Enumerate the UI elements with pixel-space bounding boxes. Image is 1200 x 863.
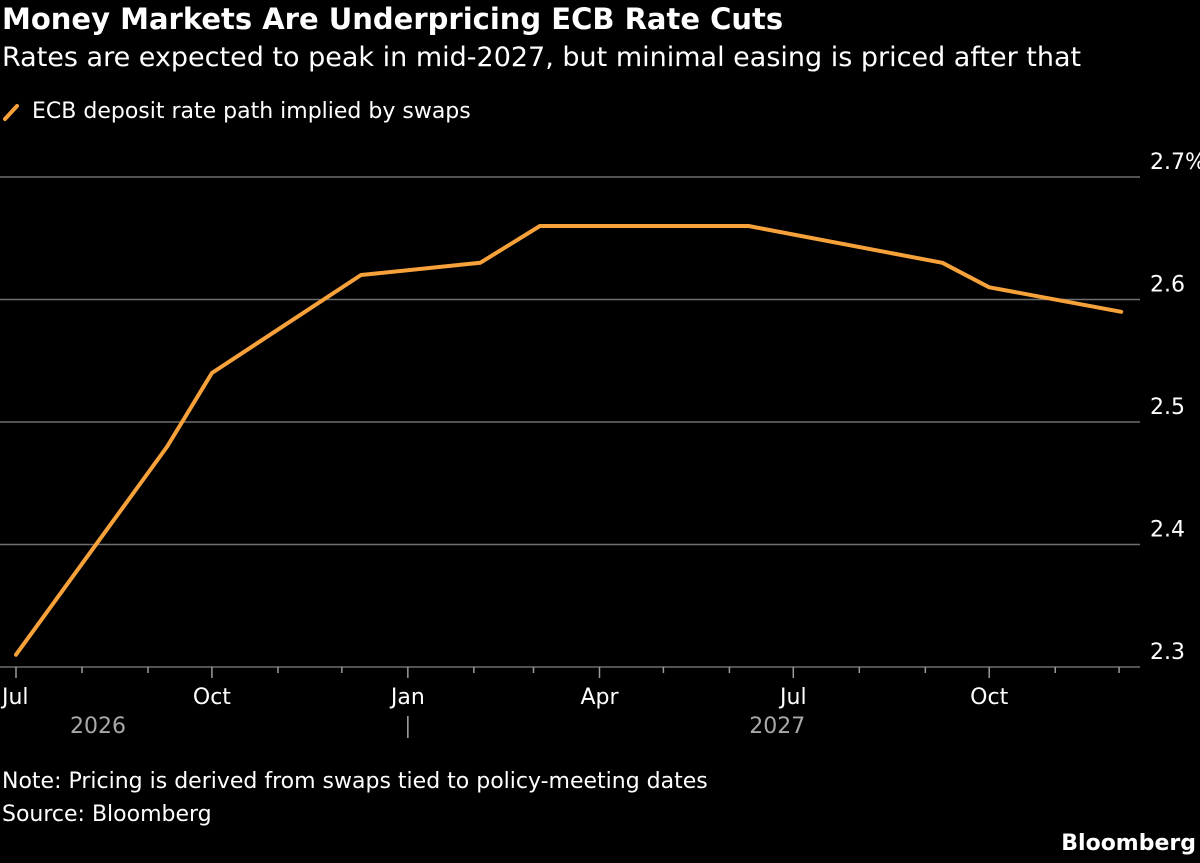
bloomberg-logo: Bloomberg <box>1061 831 1196 856</box>
x-year-label: 2026 <box>70 714 126 739</box>
chart-note: Note: Pricing is derived from swaps tied… <box>2 769 708 794</box>
chart-subtitle: Rates are expected to peak in mid-2027, … <box>2 42 1082 73</box>
legend-swatch-icon <box>3 103 19 121</box>
chart-title: Money Markets Are Underpricing ECB Rate … <box>2 2 784 36</box>
y-tick-label: 2.4 <box>1150 518 1185 543</box>
chart-source: Source: Bloomberg <box>2 802 212 827</box>
y-tick-label: 2.6 <box>1150 273 1185 298</box>
y-tick-label: 2.5 <box>1150 395 1185 420</box>
y-tick-label: 2.3 <box>1150 640 1185 665</box>
x-tick-label: Apr <box>580 685 619 710</box>
x-tick-label: Jul <box>0 685 29 710</box>
legend-label: ECB deposit rate path implied by swaps <box>32 99 471 124</box>
x-tick-label: Oct <box>193 685 231 710</box>
series-line <box>14 224 1124 657</box>
x-year-label: 2027 <box>749 714 805 739</box>
y-tick-label: 2.7% <box>1150 150 1200 175</box>
x-tick-label: Oct <box>970 685 1008 710</box>
x-tick-label: Jan <box>389 685 425 710</box>
legend: ECB deposit rate path implied by swaps <box>2 99 471 124</box>
x-tick-label: Jul <box>778 685 807 710</box>
